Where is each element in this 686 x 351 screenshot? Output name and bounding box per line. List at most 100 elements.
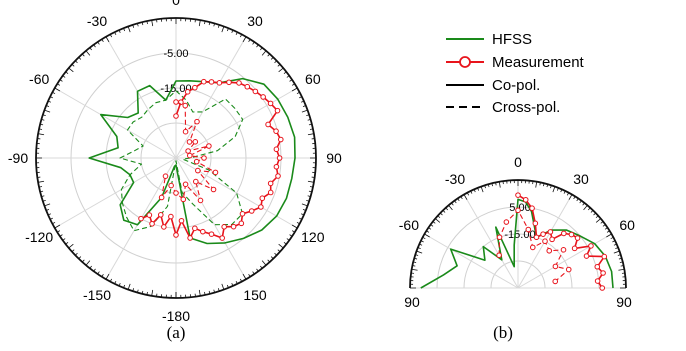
ring-tick [426,230,430,233]
data-point [226,79,232,86]
angle-tick-label: -150 [83,287,111,303]
angle-tick-label: -180 [162,308,190,324]
ring-tick [460,196,463,200]
ring-tick [277,249,281,252]
ring-tick [291,230,295,233]
ring-tick [213,23,215,27]
ring-tick [137,23,139,27]
ring-tick [93,44,96,48]
ring-tick [65,242,69,245]
data-point [192,84,198,91]
ring-tick [278,67,284,73]
grid-spoke [54,87,177,159]
ring-tick [590,210,594,213]
ring-tick [256,44,259,48]
ring-tick [308,190,312,193]
ring-tick [239,34,243,38]
ring-tick [242,36,247,43]
ring-tick [260,265,263,269]
ring-tick [550,185,552,189]
ring-tick [101,273,104,277]
ring-tick [235,280,238,285]
data-point [208,231,215,237]
angle-tick-label: 30 [247,13,263,29]
data-point [162,173,169,179]
ring-tick [411,268,418,271]
radial-tick-label: -5.00 [163,48,188,60]
ring-tick [302,105,306,108]
ring-tick [252,271,255,275]
data-point [267,180,274,187]
ring-tick [579,200,582,204]
ring-tick [226,284,229,288]
data-point [182,128,189,135]
ring-tick [560,189,563,193]
data-point [594,263,601,270]
ring-tick [274,252,277,256]
ring-tick [298,96,303,99]
ring-tick [566,192,570,196]
ring-tick [93,268,96,272]
grid-spoke [105,36,177,159]
ring-tick [42,114,46,117]
ring-tick [78,57,82,60]
ring-tick [543,183,545,187]
ring-tick [252,41,255,45]
data-point [258,204,264,210]
ring-tick [466,192,470,196]
data-point [265,121,271,128]
polar-plot-a: 0 30 60 90 120 150 -180 -150 -120 -90 -60 -30 -5.00 -… [8,0,342,324]
ring-tick [105,273,110,280]
data-point [565,266,572,273]
ring-tick [221,283,225,290]
ring-tick [231,282,234,287]
data-point [546,247,553,254]
caption-b: (b) [493,323,513,342]
ring-tick [85,260,91,266]
ring-tick [41,195,45,197]
angle-tick-label: 60 [619,217,635,233]
angle-tick-label: 0 [172,0,180,8]
data-point [161,224,167,230]
angle-tick-label: 150 [243,287,267,303]
data-point [273,146,280,153]
ring-tick [47,213,52,216]
grid-spoke [175,87,298,159]
data-point [185,148,191,154]
ring-tick [54,87,61,92]
data-point [601,253,608,260]
series-line [498,209,570,282]
data-point [533,234,540,241]
ring-tick [239,278,243,282]
data-point [182,102,189,109]
ring-tick [484,185,486,189]
data-point [274,107,281,114]
data-point [192,178,199,185]
ring-tick [105,36,110,43]
ring-tick [289,234,293,237]
ring-tick [267,259,270,263]
legend: HFSS Measurement Co-pol. Cross-pol. [446,31,585,116]
ring-tick [68,67,74,73]
ring-tick [573,196,576,200]
data-point [588,243,594,249]
data-point [273,163,280,170]
ring-tick [231,29,234,34]
grid-spoke [54,157,177,229]
data-point [173,99,179,105]
data-point [276,155,283,161]
data-point [259,195,266,202]
ring-tick [300,213,305,216]
ring-tick [97,271,100,275]
ring-tick [123,284,126,288]
ring-tick [82,53,85,57]
ring-tick [428,227,432,230]
ring-tick [568,194,573,200]
ring-tick [419,243,423,246]
ring-tick [109,278,113,282]
ring-tick [435,218,441,223]
ring-tick [587,207,591,211]
data-point [173,113,179,119]
data-point [542,238,548,245]
ring-tick [477,187,480,191]
